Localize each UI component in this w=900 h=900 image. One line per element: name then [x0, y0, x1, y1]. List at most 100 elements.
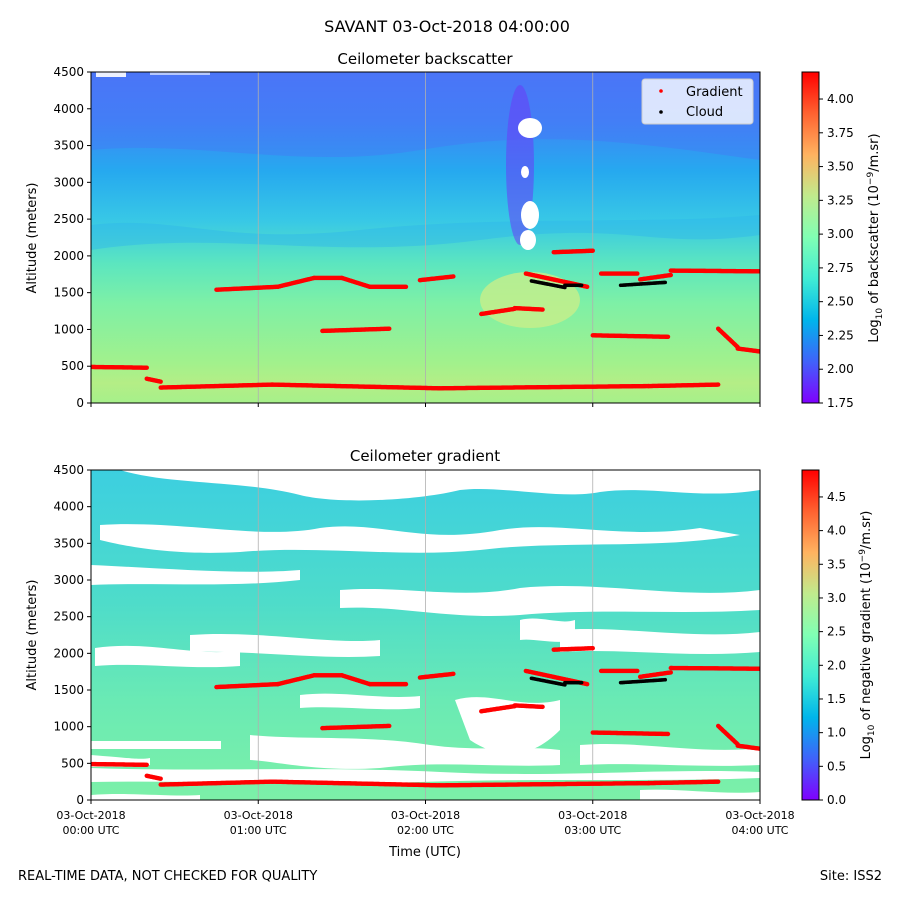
colorbar-tick-label: 2.25 — [827, 328, 854, 342]
colorbar-tick-label: 4.0 — [827, 524, 846, 538]
gradient-ylabel: Altitude (meters) — [25, 580, 40, 691]
colorbar-tick-label: 2.75 — [827, 261, 854, 275]
gradient-point — [540, 307, 545, 312]
y-tick-label: 2500 — [53, 212, 84, 226]
gradient-point — [584, 284, 590, 289]
x-tick-date: 03-Oct-2018 — [224, 809, 293, 822]
gradient-point — [715, 382, 721, 387]
gradient-point — [715, 779, 721, 784]
gradient-point — [387, 326, 392, 331]
gradient-point — [387, 723, 392, 729]
y-tick-label: 3500 — [53, 536, 84, 550]
colorbar-tick-label: 0.0 — [827, 793, 846, 807]
y-tick-label: 2000 — [53, 249, 84, 263]
gradient-point — [635, 271, 640, 276]
gradient-cloud-markers — [529, 676, 668, 687]
gradient-point — [451, 274, 456, 279]
gradient-colorbar — [801, 469, 820, 801]
colorbar-tick-label: 3.25 — [827, 193, 854, 207]
gradient-point — [144, 762, 149, 767]
gradient-gridlines — [257, 470, 594, 800]
colorbar-tick-label: 0.5 — [827, 759, 846, 773]
y-tick-label: 2500 — [53, 610, 84, 624]
backscatter-y-axis: 0 500 1000 1500 2000 2500 3000 3500 4000 4500 — [53, 65, 91, 410]
legend-cloud-label: Cloud — [686, 105, 723, 120]
gradient-point — [590, 248, 595, 253]
colorbar-tick-label: 2.5 — [827, 625, 846, 639]
x-tick-time: 03:00 UTC — [564, 824, 621, 837]
colorbar-tick-label: 3.0 — [827, 591, 846, 605]
gradient-point — [158, 379, 163, 384]
quality-disclaimer: REAL-TIME DATA, NOT CHECKED FOR QUALITY — [18, 869, 318, 884]
colorbar-tick-label: 3.50 — [827, 160, 854, 174]
backscatter-ylabel: Altitude (meters) — [25, 183, 40, 294]
x-tick-time: 02:00 UTC — [397, 824, 454, 837]
figure-title: SAVANT 03-Oct-2018 04:00:00 — [324, 17, 570, 36]
gradient-point — [144, 365, 149, 370]
y-tick-label: 4000 — [53, 102, 84, 116]
gradient-point — [668, 670, 673, 675]
gradient-point — [635, 668, 640, 674]
y-tick-label: 500 — [61, 359, 84, 373]
gradient-point — [451, 671, 456, 677]
cloud-point — [579, 283, 584, 288]
y-tick-label: 3000 — [53, 175, 84, 189]
colorbar-tick-label: 2.00 — [827, 362, 854, 376]
y-tick-label: 2000 — [53, 646, 84, 660]
y-tick-label: 1000 — [53, 720, 84, 734]
y-tick-label: 0 — [76, 793, 84, 807]
x-tick-time: 04:00 UTC — [731, 824, 788, 837]
gradient-point — [757, 666, 760, 671]
colorbar-tick-label: 3.5 — [827, 557, 846, 571]
colorbar-tick-label: 3.00 — [827, 227, 854, 241]
y-tick-label: 3000 — [53, 573, 84, 587]
backscatter-panel: Ceilometer backscatter 0 500 1000 1500 2000 2… — [25, 50, 885, 410]
cloud-point — [663, 280, 668, 285]
y-tick-label: 4500 — [53, 463, 84, 477]
cloud-point — [663, 677, 668, 682]
gradient-xlabel: Time (UTC) — [388, 845, 461, 860]
gradient-point — [668, 272, 673, 278]
legend-cloud-marker — [659, 110, 663, 114]
backscatter-x-axis — [90, 403, 761, 407]
gradient-title: Ceilometer gradient — [350, 447, 500, 465]
gradient-point — [158, 776, 163, 781]
y-tick-label: 1500 — [53, 683, 84, 697]
gradient-colorbar-label: Log10 of negative gradient (10−9/m.sr) — [858, 511, 877, 760]
gradient-gradient-markers — [91, 646, 760, 788]
x-tick-date: 03-Oct-2018 — [391, 809, 460, 822]
y-tick-label: 0 — [76, 396, 84, 410]
legend: Gradient Cloud — [641, 78, 754, 125]
gradient-colorbar-ticks: 0.0 0.5 1.0 1.5 2.0 2.5 3.0 3.5 4.0 4.5 — [819, 490, 846, 807]
legend-gradient-label: Gradient — [686, 85, 743, 100]
y-tick-label: 500 — [61, 756, 84, 770]
gradient-point — [665, 334, 671, 339]
colorbar-tick-label: 2.50 — [827, 295, 854, 309]
y-tick-label: 3500 — [53, 139, 84, 153]
gradient-point — [665, 731, 671, 737]
gradient-point — [403, 681, 409, 687]
legend-gradient-marker — [659, 89, 663, 93]
colorbar-tick-label: 4.00 — [827, 92, 854, 106]
backscatter-title: Ceilometer backscatter — [337, 50, 513, 68]
colorbar-tick-label: 1.0 — [827, 726, 846, 740]
y-tick-label: 1000 — [53, 322, 84, 336]
backscatter-colorbar-label: Log10 of backscatter (10−9/m.sr) — [866, 133, 885, 342]
gradient-point — [540, 704, 545, 710]
backscatter-colorbar — [801, 71, 820, 404]
y-tick-label: 1500 — [53, 286, 84, 300]
backscatter-gridlines — [257, 72, 594, 403]
x-tick-time: 00:00 UTC — [62, 824, 119, 837]
gradient-point — [757, 746, 760, 751]
gradient-point — [590, 646, 595, 651]
cloud-point — [579, 680, 584, 685]
colorbar-tick-label: 1.75 — [827, 396, 854, 410]
x-tick-time: 01:00 UTC — [230, 824, 287, 837]
y-tick-label: 4500 — [53, 65, 84, 79]
gradient-point — [757, 349, 760, 354]
backscatter-gradient-markers — [91, 248, 760, 391]
x-tick-date: 03-Oct-2018 — [56, 809, 125, 822]
gradient-x-axis: 03-Oct-2018 00:00 UTC 03-Oct-2018 01:00 UTC… — [56, 800, 795, 837]
